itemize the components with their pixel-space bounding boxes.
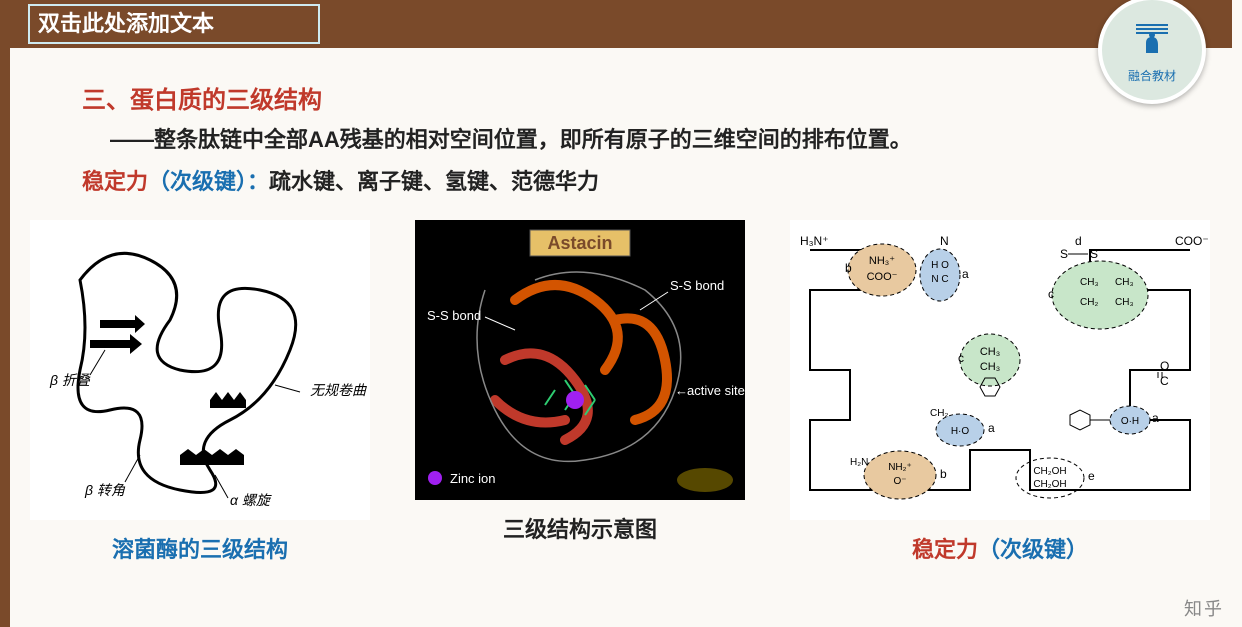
label-beta-sheet: β 折叠 (49, 372, 91, 388)
label-active-site-text: active site (687, 383, 745, 398)
svg-text:c: c (1048, 287, 1054, 301)
watermark: 知乎 (1184, 595, 1224, 621)
svg-text:CH₃: CH₃ (980, 361, 1000, 373)
svg-text:O·H: O·H (1121, 416, 1139, 427)
svg-text:COO⁻: COO⁻ (1175, 234, 1209, 248)
svg-text:N C: N C (931, 274, 948, 285)
svg-text:CH₃: CH₃ (1115, 297, 1134, 308)
svg-text:d: d (1075, 234, 1082, 248)
svg-text:a: a (962, 267, 969, 281)
svg-text:H O: H O (931, 260, 949, 271)
label-ss-bond-right: S-S bond (670, 278, 724, 293)
svg-text:S: S (1090, 247, 1098, 261)
svg-text:c: c (958, 351, 964, 365)
interactions-diagram: NH₃⁺ COO⁻ b H O N C a CH₃ CH₃ c CH₃ CH₃ … (790, 220, 1210, 520)
cap3-a: 稳定力 (912, 537, 978, 562)
caption-lysozyme: 溶菌酶的三级结构 (112, 532, 288, 564)
integrated-textbook-badge[interactable]: 融合教材 (1098, 0, 1206, 104)
label-random-coil: 无规卷曲 (310, 382, 367, 398)
svg-text:CH₂: CH₂ (930, 408, 948, 419)
figures-row: 无规卷曲 α 螺旋 β 转角 β 折叠 溶菌酶的三级结构 Astacin (30, 220, 1210, 580)
section-heading: 三、蛋白质的三级结构 (82, 80, 322, 115)
svg-text:NH₂⁺: NH₂⁺ (888, 462, 912, 473)
svg-text:H₂N: H₂N (850, 457, 868, 468)
svg-text:H₃N⁺: H₃N⁺ (800, 234, 829, 248)
figure-interactions: NH₃⁺ COO⁻ b H O N C a CH₃ CH₃ c CH₃ CH₃ … (790, 220, 1210, 580)
svg-text:O: O (1160, 359, 1169, 373)
lysozyme-diagram: 无规卷曲 α 螺旋 β 转角 β 折叠 (30, 220, 370, 520)
label-beta-turn: β 转角 (84, 482, 126, 498)
svg-text:NH₃⁺: NH₃⁺ (869, 255, 895, 267)
svg-text:O⁻: O⁻ (893, 476, 906, 487)
svg-text:a: a (1152, 411, 1159, 425)
label-ss-bond-left: S-S bond (427, 308, 481, 323)
svg-text:CH₂OH: CH₂OH (1033, 466, 1066, 477)
badge-label: 融合教材 (1128, 67, 1176, 84)
stability-paren: （次级键）： (148, 169, 269, 194)
svg-text:N: N (940, 234, 949, 248)
stability-line: 稳定力（次级键）：疏水键、离子键、氢键、范德华力 (82, 164, 599, 196)
svg-text:CH₂OH: CH₂OH (1033, 479, 1066, 490)
svg-text:a: a (988, 421, 995, 435)
astacin-diagram: Astacin S-S bond S-S bond (415, 220, 745, 500)
svg-text:C: C (1160, 374, 1169, 388)
definition-text: ——整条肽链中全部AA残基的相对空间位置，即所有原子的三维空间的排布位置。 (110, 122, 912, 154)
figure-astacin: Astacin S-S bond S-S bond (415, 220, 745, 580)
stability-forces: 疏水键、离子键、氢键、范德华力 (269, 169, 599, 194)
svg-text:CH₃: CH₃ (1115, 277, 1134, 288)
svg-text:b: b (940, 467, 947, 481)
astacin-title: Astacin (547, 233, 612, 253)
label-alpha-helix: α 螺旋 (230, 492, 272, 508)
svg-text:CH₃: CH₃ (1080, 277, 1099, 288)
label-zinc: Zinc ion (450, 471, 496, 486)
title-placeholder[interactable]: 双击此处添加文本 (28, 4, 320, 44)
caption-stability: 稳定力（次级键） (912, 532, 1088, 564)
svg-text:H·O: H·O (951, 426, 970, 437)
svg-text:CH₂: CH₂ (1080, 297, 1098, 308)
svg-text:e: e (1088, 469, 1095, 483)
left-accent-bar (0, 0, 10, 627)
stability-label: 稳定力 (82, 169, 148, 194)
caption-schematic: 三级结构示意图 (503, 512, 657, 544)
svg-text:COO⁻: COO⁻ (867, 271, 898, 283)
click-hand-icon (1130, 17, 1174, 71)
cap3-b: （次级键） (978, 537, 1088, 562)
svg-text:S: S (1060, 247, 1068, 261)
figure-lysozyme: 无规卷曲 α 螺旋 β 转角 β 折叠 溶菌酶的三级结构 (30, 220, 370, 580)
svg-text:b: b (845, 261, 852, 275)
svg-text:CH₃: CH₃ (980, 346, 1000, 358)
